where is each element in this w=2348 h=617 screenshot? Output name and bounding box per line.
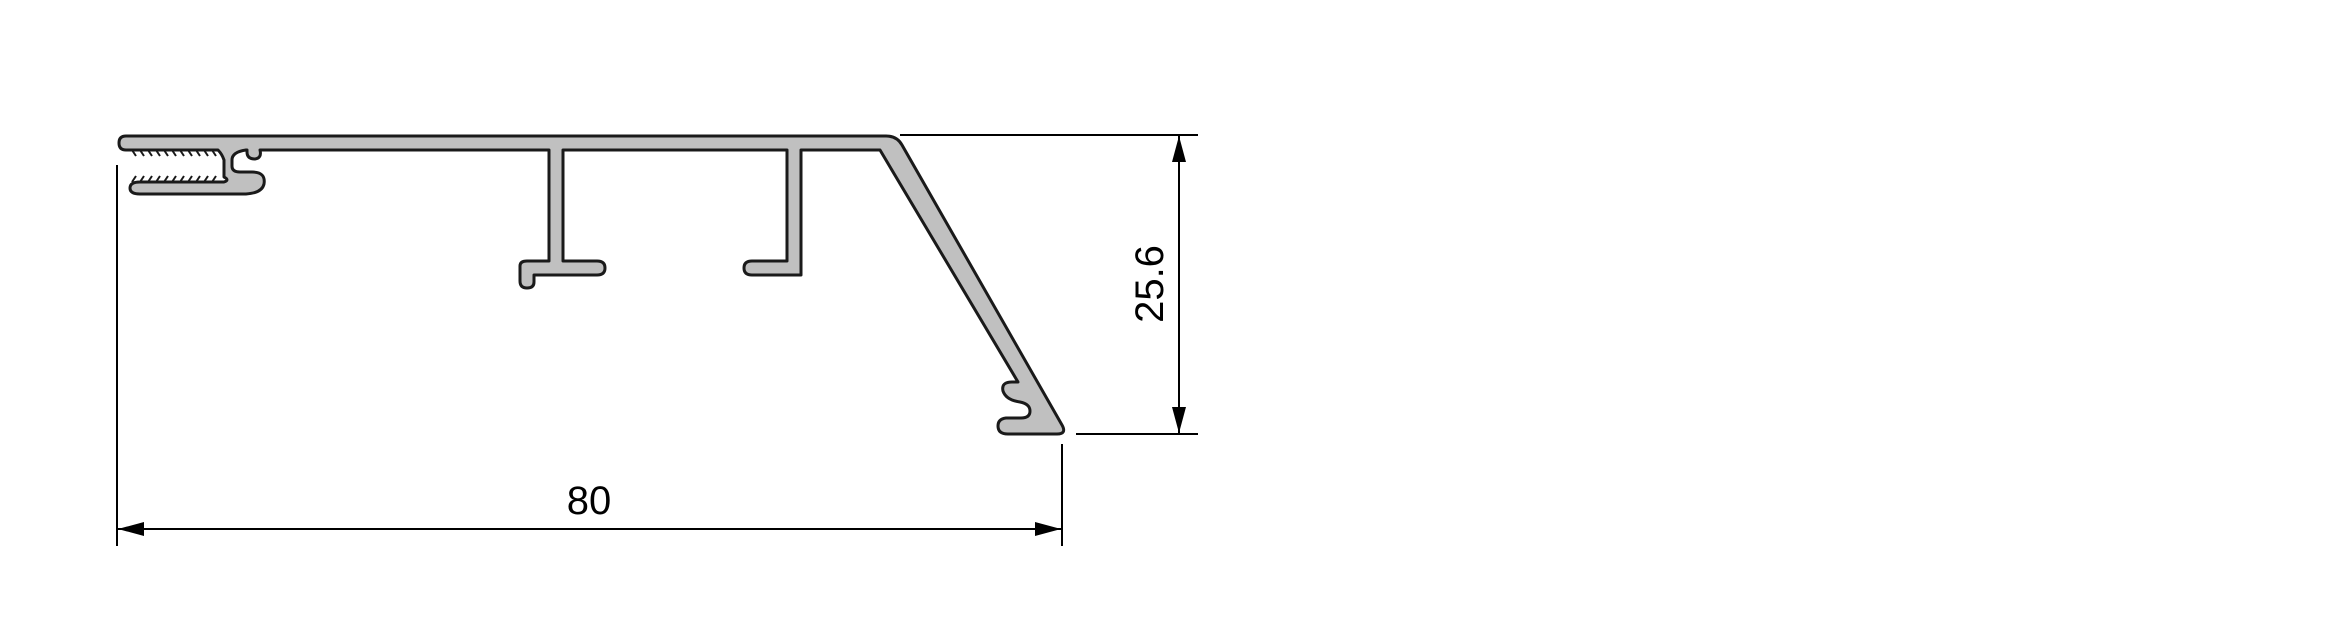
width-arrow-left <box>118 522 144 536</box>
width-arrow-right <box>1035 522 1061 536</box>
thread-tooth-lower <box>171 175 177 183</box>
thread-tooth-upper <box>203 149 209 157</box>
thread-tooth-upper <box>187 149 193 157</box>
thread-groove-marks <box>131 149 217 183</box>
thread-tooth-upper <box>155 149 161 157</box>
thread-tooth-upper <box>147 149 153 157</box>
thread-tooth-upper <box>195 149 201 157</box>
width-dimension-label: 80 <box>567 479 612 523</box>
thread-tooth-lower <box>203 175 209 183</box>
thread-tooth-lower <box>195 175 201 183</box>
height-arrow-top <box>1172 136 1186 162</box>
thread-tooth-lower <box>131 175 137 183</box>
thread-tooth-lower <box>187 175 193 183</box>
thread-tooth-lower <box>163 175 169 183</box>
thread-tooth-lower <box>211 175 217 183</box>
thread-tooth-upper <box>131 149 137 157</box>
height-dimension-label: 25.6 <box>1128 245 1172 323</box>
thread-tooth-lower <box>147 175 153 183</box>
thread-tooth-lower <box>155 175 161 183</box>
extrusion-profile <box>117 134 1066 436</box>
thread-tooth-lower <box>179 175 185 183</box>
thread-tooth-upper <box>163 149 169 157</box>
thread-tooth-upper <box>211 149 217 157</box>
thread-tooth-upper <box>171 149 177 157</box>
thread-tooth-lower <box>139 175 145 183</box>
height-arrow-bottom <box>1172 407 1186 433</box>
thread-tooth-upper <box>179 149 185 157</box>
thread-tooth-upper <box>139 149 145 157</box>
